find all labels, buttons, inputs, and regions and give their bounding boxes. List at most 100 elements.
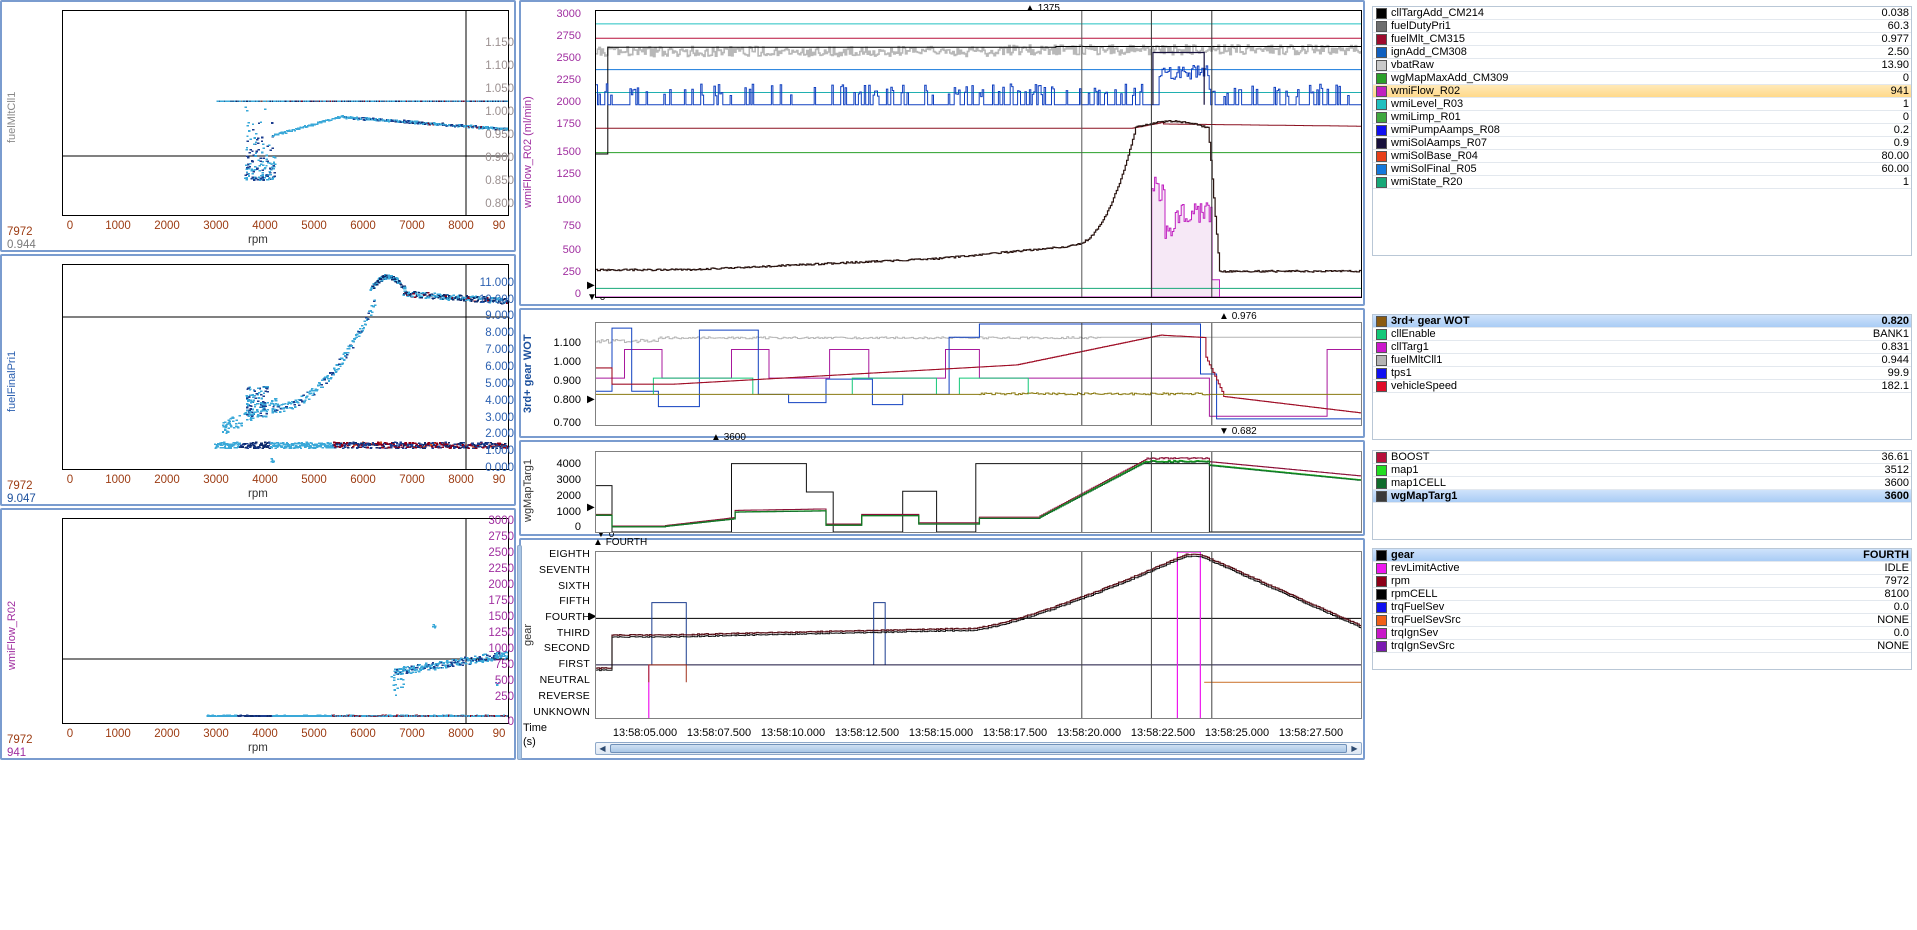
legend-row[interactable]: wmiSolAamps_R07 0.9 [1373, 137, 1911, 150]
legend-row[interactable]: map1 3512 [1373, 464, 1911, 477]
strip-plot-area-wot[interactable] [595, 322, 1362, 426]
channel-value: 941 [1890, 85, 1909, 97]
legend-row[interactable]: wgMapTarg1 3600 [1373, 490, 1911, 503]
ytick: 3000 [556, 8, 581, 20]
xtick: 6000 [350, 474, 376, 486]
channel-color-swatch [1376, 477, 1387, 489]
channel-name: tps1 [1391, 367, 1412, 379]
xtick: 4000 [252, 220, 278, 232]
channel-name: vbatRaw [1391, 59, 1434, 71]
channel-name: wmiLimp_R01 [1391, 111, 1461, 123]
xtick: 3000 [203, 474, 229, 486]
strip-plot-area-wgmaptarg[interactable] [595, 451, 1362, 533]
channel-color-swatch [1376, 20, 1387, 32]
channel-color-swatch [1376, 98, 1387, 110]
channel-value: 7972 [1884, 575, 1909, 587]
legend-panel-wot-channels[interactable]: 3rd+ gear WOT 0.820 cllEnable BANK1 cllTarg1… [1372, 314, 1912, 440]
legend-row[interactable]: rpm 7972 [1373, 575, 1911, 588]
ytick: 1.050 [485, 83, 514, 95]
legend-row[interactable]: BOOST 36.61 [1373, 451, 1911, 464]
xtick: 5000 [301, 220, 327, 232]
legend-row[interactable]: fuelDutyPri1 60.3 [1373, 20, 1911, 33]
legend-row[interactable]: wmiPumpAamps_R08 0.2 [1373, 124, 1911, 137]
gear-tick: SIXTH [558, 580, 590, 592]
xtick: 5000 [301, 474, 327, 486]
ytick: 0.700 [553, 417, 581, 429]
xtick: 1000 [105, 474, 131, 486]
channel-color-swatch [1376, 490, 1387, 502]
scatter-plot-area-fuelfinalpri1[interactable] [62, 264, 509, 470]
legend-row[interactable]: ignAdd_CM308 2.50 [1373, 46, 1911, 59]
gear-tick: UNKNOWN [533, 706, 590, 718]
channel-color-swatch [1376, 163, 1387, 175]
legend-row[interactable]: wmiSolBase_R04 80.00 [1373, 150, 1911, 163]
x-axis-label: rpm [248, 234, 268, 246]
legend-panel-gear-channels[interactable]: gear FOURTH revLimitActive IDLE rpm 7972 rpmCE… [1372, 548, 1912, 670]
channel-name: revLimitActive [1391, 562, 1460, 574]
legend-row[interactable]: fuelMltCll1 0.944 [1373, 354, 1911, 367]
ytick: 3.000 [485, 412, 514, 424]
legend-row[interactable]: cllEnable BANK1 [1373, 328, 1911, 341]
legend-row[interactable]: wmiFlow_R02 941 [1373, 85, 1911, 98]
channel-name: wmiSolAamps_R07 [1391, 137, 1487, 149]
vertical-scrollbar[interactable] [517, 545, 522, 760]
channel-name: map1 [1391, 464, 1419, 476]
scroll-left-arrow[interactable]: ◀ [599, 744, 606, 753]
channel-name: wgMapTarg1 [1391, 490, 1458, 502]
legend-row[interactable]: wmiLimp_R01 0 [1373, 111, 1911, 124]
channel-color-swatch [1376, 549, 1387, 561]
legend-row[interactable]: map1CELL 3600 [1373, 477, 1911, 490]
cursor-x-value: 7972 [7, 480, 33, 492]
scatter-plot-area-wmiflow[interactable] [62, 518, 509, 724]
scroll-right-arrow[interactable]: ▶ [1351, 744, 1358, 753]
legend-row[interactable]: gear FOURTH [1373, 549, 1911, 562]
ytick: 7.000 [485, 344, 514, 356]
scrollbar-thumb[interactable] [610, 744, 1347, 753]
time-tick: 13:58:10.000 [760, 727, 826, 739]
legend-row[interactable]: fuelMlt_CM315 0.977 [1373, 33, 1911, 46]
channel-value: 0 [1902, 72, 1909, 84]
channel-value: 0.977 [1881, 33, 1909, 45]
marker-top-label: ▲ 1375 [1025, 3, 1060, 14]
legend-row[interactable]: vbatRaw 13.90 [1373, 59, 1911, 72]
legend-row[interactable]: rpmCELL 8100 [1373, 588, 1911, 601]
scatter-plot-area-fuelmltcll1[interactable] [62, 10, 509, 216]
marker-triangle-right: ▶ [589, 611, 597, 622]
legend-row[interactable]: wmiSolFinal_R05 60.00 [1373, 163, 1911, 176]
legend-row[interactable]: tps1 99.9 [1373, 367, 1911, 380]
ytick: 2000 [488, 579, 514, 591]
legend-row[interactable]: trqFuelSevSrc NONE [1373, 614, 1911, 627]
legend-row[interactable]: wmiLevel_R03 1 [1373, 98, 1911, 111]
channel-value: 1 [1902, 176, 1909, 188]
ytick: 0 [574, 288, 581, 300]
time-tick: 13:58:20.000 [1056, 727, 1122, 739]
legend-row[interactable]: trqFuelSev 0.0 [1373, 601, 1911, 614]
ytick: 9.000 [485, 310, 514, 322]
legend-panel-wmi-channels[interactable]: cllTargAdd_CM214 0.038 fuelDutyPri1 60.3 fue… [1372, 6, 1912, 256]
channel-value: 3512 [1884, 464, 1909, 476]
legend-row[interactable]: wgMapMaxAdd_CM309 0 [1373, 72, 1911, 85]
strip-plot-area-gear[interactable] [595, 551, 1362, 719]
marker-triangle-up: ▲ [593, 537, 603, 548]
legend-row[interactable]: wmiState_R20 1 [1373, 176, 1911, 189]
legend-row[interactable]: revLimitActive IDLE [1373, 562, 1911, 575]
legend-row[interactable]: trqIgnSev 0.0 [1373, 627, 1911, 640]
legend-panel-boost-channels[interactable]: BOOST 36.61 map1 3512 map1CELL 3600 wgMapTarg1… [1372, 450, 1912, 540]
channel-color-swatch [1376, 33, 1387, 45]
channel-value: FOURTH [1863, 549, 1909, 561]
channel-color-swatch [1376, 72, 1387, 84]
horizontal-scrollbar[interactable]: ◀ ▶ [595, 742, 1362, 755]
strip-plot-area-wmiflow[interactable] [595, 10, 1362, 298]
marker-top-label: ▲ 3600 [711, 432, 746, 443]
scatter-panel-fuelfinalpri1: 11.000 10.000 9.000 8.000 7.000 6.000 5.… [0, 254, 516, 506]
legend-row[interactable]: 3rd+ gear WOT 0.820 [1373, 315, 1911, 328]
channel-color-swatch [1376, 124, 1387, 136]
legend-row[interactable]: cllTarg1 0.831 [1373, 341, 1911, 354]
legend-row[interactable]: vehicleSpeed 182.1 [1373, 380, 1911, 393]
legend-row[interactable]: trqIgnSevSrc NONE [1373, 640, 1911, 653]
legend-row[interactable]: cllTargAdd_CM214 0.038 [1373, 7, 1911, 20]
ytick: 4000 [556, 458, 581, 470]
channel-name: fuelMltCll1 [1391, 354, 1443, 366]
time-tick: 13:58:27.500 [1278, 727, 1344, 739]
channel-color-swatch [1376, 59, 1387, 71]
